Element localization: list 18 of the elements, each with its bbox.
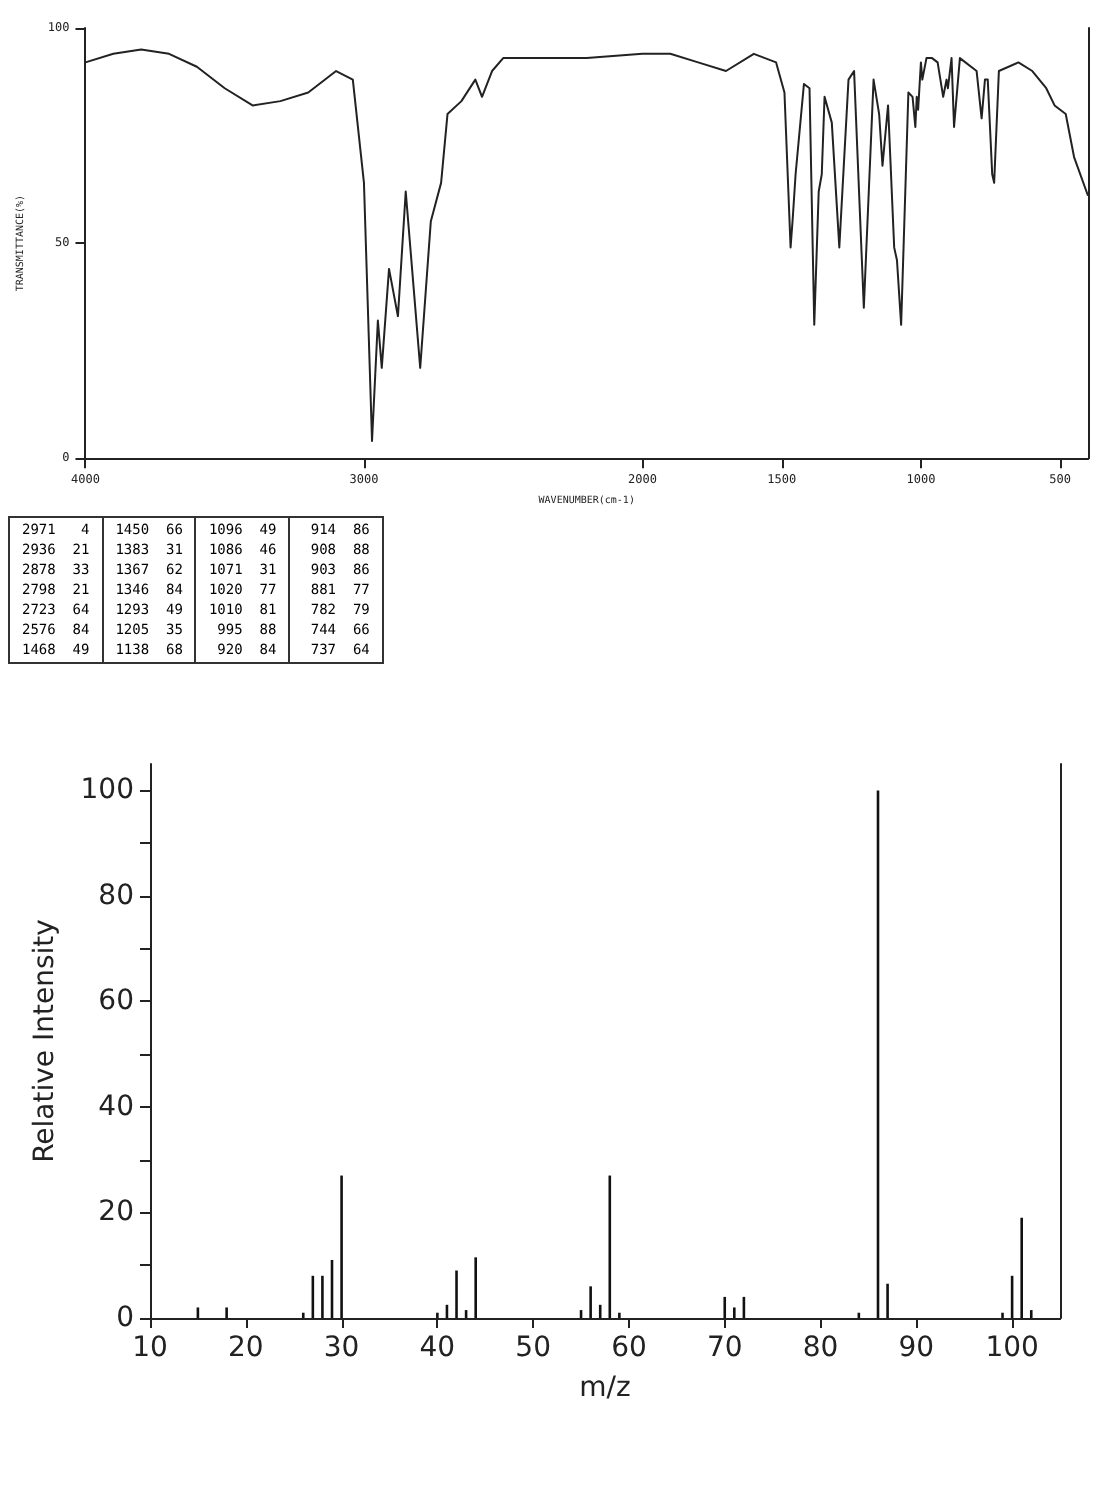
x-tick-label: 100 xyxy=(985,1332,1039,1364)
y-tick-label: 100 xyxy=(80,774,134,807)
y-tick-label: 0 xyxy=(116,1302,134,1334)
y-tick-label: 60 xyxy=(98,985,134,1018)
y-axis-title: Relative Intensity xyxy=(28,919,61,1163)
x-tick-label: 80 xyxy=(802,1332,839,1364)
x-tick-label: 30 xyxy=(323,1332,360,1364)
x-tick-label: 90 xyxy=(898,1332,935,1364)
x-tick-label: 20 xyxy=(227,1332,264,1364)
y-tick-label: 20 xyxy=(98,1196,134,1229)
y-tick-label: 40 xyxy=(98,1090,134,1123)
y-tick-label: 80 xyxy=(98,879,134,912)
x-tick-label: 10 xyxy=(132,1332,168,1364)
x-tick-label: 40 xyxy=(419,1332,456,1364)
x-axis-title: m/z xyxy=(579,1372,631,1404)
x-tick-label: 60 xyxy=(611,1332,647,1364)
x-tick-label: 50 xyxy=(515,1332,551,1364)
x-tick-label: 70 xyxy=(706,1332,743,1364)
